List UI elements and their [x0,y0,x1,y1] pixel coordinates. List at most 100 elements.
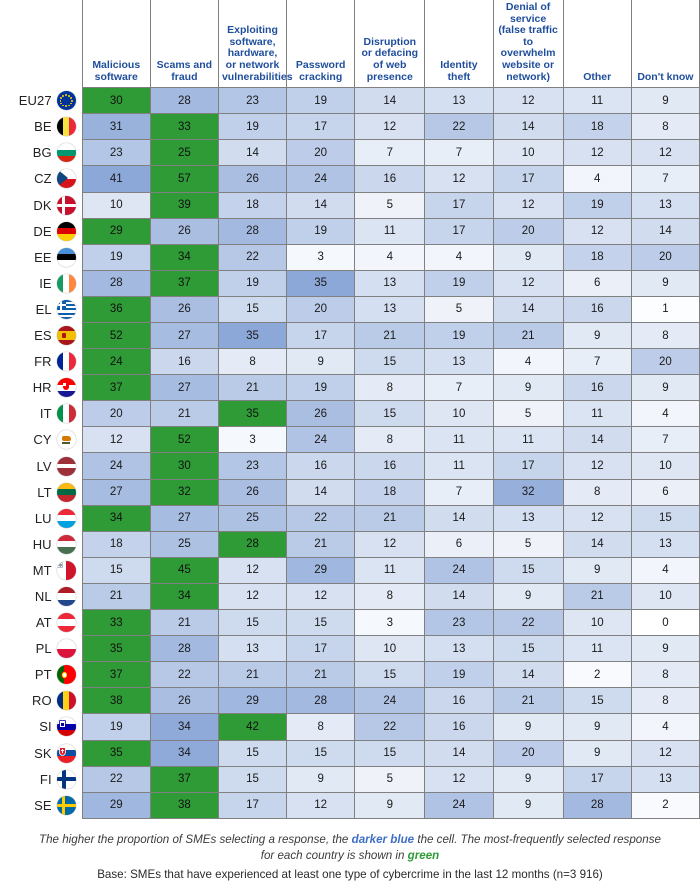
country-code-label: AT [35,615,52,631]
flag-icon-NL [56,586,76,606]
table-row: CZ 41 57 26 24 16 12 17 4 7 [0,165,700,193]
row-label-NL: NL [0,583,83,610]
data-cell: 10 [630,452,700,480]
data-cell: 12 [217,556,288,584]
data-cell: 6 [630,478,700,506]
data-cell: 9 [630,87,700,115]
data-cell: 15 [630,504,700,532]
data-cell: 16 [424,687,494,715]
flag-icon-EU27 [56,91,76,111]
data-cell: 15 [492,556,564,584]
data-cell: 21 [562,582,632,611]
data-cell: 28 [286,687,356,715]
data-cell: 13 [424,87,494,115]
data-cell: 34 [149,739,219,767]
country-code-label: FI [39,771,52,787]
table-row: PL 35 28 13 17 10 13 15 11 9 [0,635,700,663]
data-cell: 35 [217,321,288,350]
data-cell: 8 [562,478,632,506]
data-cell: 6 [424,530,494,558]
data-cell: 27 [149,504,219,532]
data-cell: 22 [286,504,356,532]
flag-icon-LU [56,508,76,528]
data-cell: 21 [149,609,219,637]
row-label-HR: HR [0,374,83,401]
data-cell: 10 [630,582,700,611]
table-row: IE 28 37 19 35 13 19 12 6 9 [0,269,700,297]
data-cell: 18 [562,243,632,271]
row-label-DK: DK [0,192,83,219]
flag-icon-SI [56,717,76,737]
column-header-2: Exploiting software, hardware, or networ… [217,0,293,89]
data-cell: 16 [286,452,356,480]
table-row: BE 31 33 19 17 12 22 14 18 8 [0,113,700,141]
flag-icon-AT [56,613,76,633]
data-cell: 4 [492,348,564,376]
data-cell: 27 [149,321,219,350]
row-label-EL: EL [0,296,83,323]
data-cell: 19 [424,661,494,689]
data-cell: 32 [492,478,564,506]
data-cell: 5 [492,530,564,558]
data-cell: 17 [217,791,288,819]
data-cell: 12 [562,504,632,532]
data-cell: 26 [149,295,219,324]
data-cell: 15 [81,556,151,584]
row-label-PL: PL [0,635,83,662]
column-header-0: Malicious software [81,0,151,89]
data-cell: 13 [492,504,564,532]
table-row: EL 36 26 15 20 13 5 14 16 1 [0,295,700,324]
country-code-label: DE [33,223,52,239]
data-cell: 27 [149,374,219,402]
data-cell: 15 [286,739,356,767]
data-cell: 13 [630,765,700,793]
data-cell: 7 [424,478,494,506]
country-code-label: LT [37,484,52,500]
flag-icon-HR [56,378,76,398]
data-cell: 11 [562,400,632,428]
data-cell: 35 [217,400,288,428]
data-cell: 11 [562,635,632,663]
data-cell: 12 [492,191,564,219]
data-cell: 11 [424,452,494,480]
data-cell: 27 [81,478,151,506]
table-row: IT 20 21 35 26 15 10 5 11 4 [0,400,700,428]
flag-icon-CY [56,430,76,450]
data-cell: 13 [424,635,494,663]
data-cell: 2 [630,791,700,819]
data-cell: 20 [630,348,700,376]
data-cell: 15 [217,739,288,767]
data-cell: 12 [217,582,288,611]
data-cell: 17 [424,217,494,245]
data-cell: 19 [424,321,494,350]
data-cell: 19 [424,269,494,297]
data-cell: 21 [81,582,151,611]
data-cell: 17 [286,635,356,663]
data-cell: 52 [81,321,151,350]
table-row: LV 24 30 23 16 16 11 17 12 10 [0,452,700,480]
data-cell: 34 [149,713,219,741]
data-cell: 4 [630,400,700,428]
data-cell: 9 [630,635,700,663]
data-cell: 9 [354,791,426,819]
country-code-label: SI [39,719,52,735]
data-cell: 7 [354,139,426,167]
data-cell: 12 [562,217,632,245]
table-row: LU 34 27 25 22 21 14 13 12 15 [0,504,700,532]
data-cell: 14 [424,582,494,611]
table-row: DE 29 26 28 19 11 17 20 12 14 [0,217,700,245]
data-cell: 15 [354,661,426,689]
flag-icon-ES [56,326,76,346]
data-cell: 12 [492,269,564,297]
flag-icon-EE [56,247,76,267]
row-label-HU: HU [0,531,83,558]
flag-icon-SE [56,795,76,815]
data-cell: 14 [424,739,494,767]
data-cell: 14 [286,191,356,219]
table-row: MT 15 45 12 29 11 24 15 9 4 [0,556,700,584]
data-cell: 18 [562,113,632,141]
flag-icon-PL [56,639,76,659]
data-cell: 38 [149,791,219,819]
data-cell: 30 [149,452,219,480]
data-cell: 12 [424,765,494,793]
